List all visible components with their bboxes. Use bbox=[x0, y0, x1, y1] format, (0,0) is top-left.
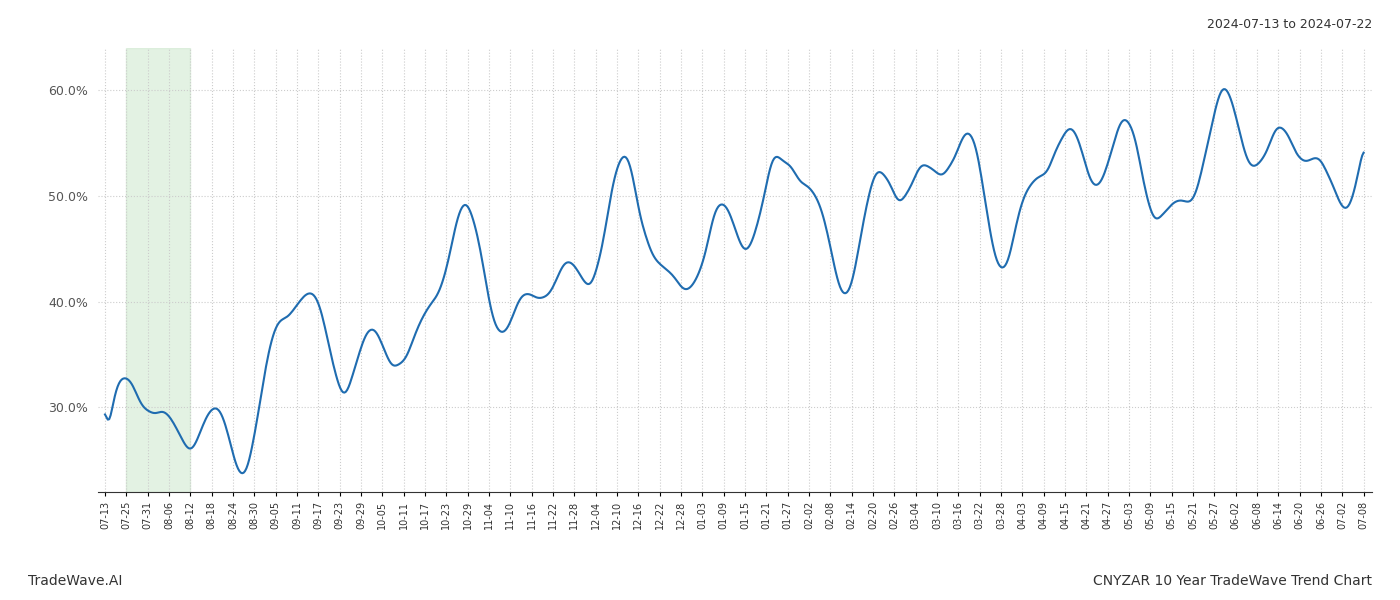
Text: CNYZAR 10 Year TradeWave Trend Chart: CNYZAR 10 Year TradeWave Trend Chart bbox=[1093, 574, 1372, 588]
Text: 2024-07-13 to 2024-07-22: 2024-07-13 to 2024-07-22 bbox=[1207, 18, 1372, 31]
Text: TradeWave.AI: TradeWave.AI bbox=[28, 574, 122, 588]
Bar bbox=[126, 48, 190, 492]
